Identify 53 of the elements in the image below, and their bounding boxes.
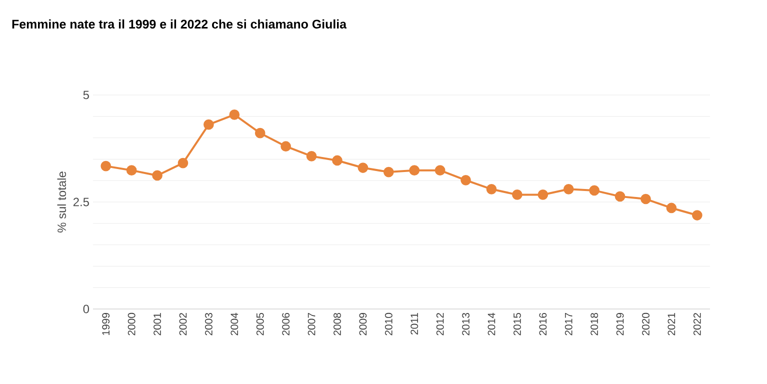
x-tick-label: 2017 (564, 313, 572, 336)
y-axis-title: % sul totale (57, 172, 66, 232)
x-tick-label: 1999 (102, 313, 110, 335)
x-tick-label: 2008 (334, 312, 341, 336)
x-tick-label: 2016 (539, 312, 547, 336)
x-tick-label: 2007 (308, 313, 316, 336)
point (409, 165, 420, 176)
point (383, 166, 394, 178)
x-tick-label: 2009 (359, 313, 367, 336)
x-tick-label: 2000 (128, 312, 136, 336)
x-tick-label: 2018 (590, 312, 598, 336)
point (280, 141, 292, 152)
point (460, 174, 471, 186)
y-tick-label: 5 (83, 90, 89, 100)
y-tick-label: 2.5 (73, 198, 89, 206)
point (589, 185, 600, 196)
x-tick-label: 2010 (384, 312, 392, 336)
x-tick-label: 2005 (256, 312, 264, 336)
x-tick-label: 2004 (230, 312, 238, 336)
point (152, 170, 162, 181)
point (538, 190, 548, 200)
point (640, 194, 651, 204)
x-tick-label: 2020 (642, 312, 650, 336)
point (486, 184, 497, 194)
x-tick-label: 2001 (154, 313, 161, 336)
x-tick-label: 2006 (282, 312, 290, 336)
point (666, 202, 677, 214)
point (512, 190, 522, 200)
x-tick-label: 2014 (488, 312, 496, 336)
point (126, 165, 137, 176)
point (434, 165, 446, 176)
x-tick-label: 2013 (462, 312, 470, 336)
x-tick-label: 2015 (514, 312, 521, 336)
x-tick-label: 2003 (205, 312, 212, 336)
x-tick-label: 2021 (668, 313, 676, 336)
x-tick-label: 2022 (693, 313, 701, 336)
point (306, 151, 317, 162)
y-tick-label: 0 (83, 304, 90, 314)
point (332, 155, 342, 166)
point (178, 158, 188, 168)
x-tick-label: 2002 (179, 313, 187, 336)
chart-title: Femmine nate tra il 1999 e il 2022 che si chiamano Giulia (12, 19, 347, 29)
point (563, 184, 574, 194)
point (358, 162, 368, 173)
point (614, 191, 626, 202)
point (229, 110, 240, 120)
x-tick-label: 2011 (410, 313, 418, 334)
point (100, 160, 112, 172)
point (254, 128, 266, 138)
point (692, 210, 702, 220)
x-tick-label: 2012 (436, 313, 444, 336)
x-tick-label: 2019 (616, 313, 624, 336)
point (204, 119, 214, 130)
